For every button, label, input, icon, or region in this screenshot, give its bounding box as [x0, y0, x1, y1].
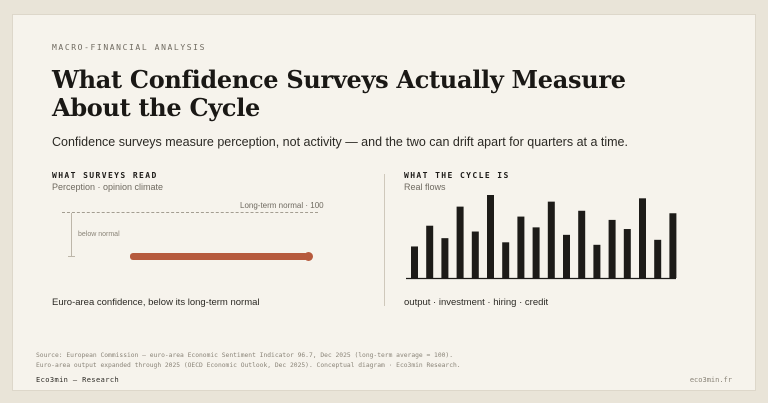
- surveys-panel-caption: Euro-area confidence, below its long-ter…: [52, 297, 260, 308]
- confidence-bar-marker: [304, 252, 313, 261]
- flow-bar: [639, 198, 646, 278]
- below-normal-bracket: [71, 213, 72, 257]
- flow-bar: [441, 238, 449, 278]
- flow-bar: [411, 246, 418, 278]
- confidence-bar: [130, 253, 308, 260]
- page-title: What Confidence Surveys Actually Measure…: [52, 65, 626, 122]
- flow-bar: [487, 195, 494, 278]
- long-term-normal-label: Long-term normal · 100: [240, 201, 324, 210]
- flow-bar: [593, 244, 601, 278]
- real-flows-bars: [406, 195, 677, 280]
- source-line-1: Source: European Commission — euro-area …: [36, 352, 454, 359]
- flow-bar: [669, 213, 677, 278]
- long-term-normal-line: [62, 212, 318, 213]
- below-normal-label: below normal: [78, 231, 120, 238]
- flow-bar: [563, 234, 570, 278]
- site-link[interactable]: eco3min.fr: [689, 376, 732, 384]
- eyebrow: MACRO-FINANCIAL ANALYSIS: [52, 43, 206, 52]
- flow-bar: [532, 227, 540, 278]
- flow-bar: [471, 231, 479, 278]
- cycle-panel-title: WHAT THE CYCLE IS: [404, 171, 510, 180]
- source-footnote: Source: European Commission — euro-area …: [36, 351, 656, 371]
- flow-bar: [578, 210, 586, 278]
- flow-bar: [456, 206, 464, 278]
- below-normal-bracket-cap: [68, 256, 75, 257]
- brand-label: Eco3min — Research: [36, 376, 120, 384]
- page-subtitle: Confidence surveys measure perception, n…: [52, 135, 628, 149]
- surveys-panel-title: WHAT SURVEYS READ: [52, 171, 158, 180]
- flow-bar: [623, 229, 631, 278]
- panel-divider: [384, 174, 385, 306]
- flow-bar: [502, 242, 510, 278]
- cycle-panel-caption: output · investment · hiring · credit: [404, 297, 549, 308]
- flow-bar: [517, 216, 525, 278]
- flow-bar: [426, 225, 434, 278]
- source-line-2: Euro-area output expanded through 2025 (…: [36, 362, 461, 369]
- surveys-panel-subtitle: Perception · opinion climate: [52, 182, 164, 192]
- flow-bar: [608, 219, 616, 278]
- flow-bar: [547, 201, 555, 278]
- flow-bar: [654, 239, 662, 278]
- cycle-panel-subtitle: Real flows: [404, 182, 446, 192]
